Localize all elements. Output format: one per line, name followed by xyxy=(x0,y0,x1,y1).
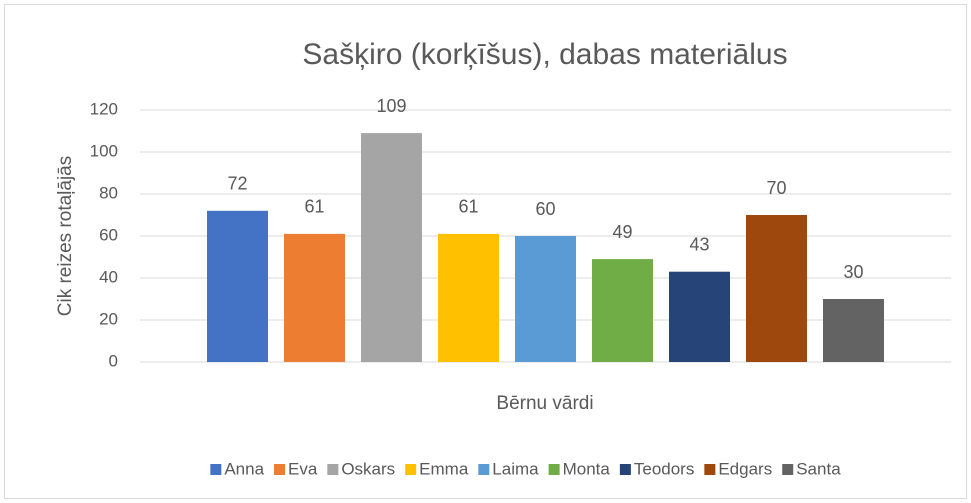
y-tick-label: 120 xyxy=(90,99,118,118)
data-label: 43 xyxy=(689,234,709,254)
legend-swatch xyxy=(782,464,794,475)
legend-label: Anna xyxy=(224,459,264,478)
legend-label: Monta xyxy=(563,459,611,478)
legend-label: Eva xyxy=(288,459,318,478)
y-tick-label: 20 xyxy=(99,309,118,328)
legend-swatch xyxy=(619,464,631,475)
y-tick-label: 0 xyxy=(109,351,118,370)
chart-title: Sašķiro (korķīšus), dabas materiālus xyxy=(302,38,787,71)
data-label: 61 xyxy=(304,197,324,217)
bar xyxy=(746,215,807,362)
legend-label: Oskars xyxy=(341,459,395,478)
y-tick-label: 100 xyxy=(90,141,118,160)
legend-label: Laima xyxy=(492,459,539,478)
data-label: 60 xyxy=(535,199,555,219)
bar xyxy=(592,259,653,362)
legend-label: Emma xyxy=(419,459,469,478)
legend-label: Santa xyxy=(796,459,841,478)
legend-swatch xyxy=(548,464,560,475)
legend-label: Teodors xyxy=(634,459,694,478)
y-tick-label: 80 xyxy=(99,183,118,202)
legend-swatch xyxy=(478,464,490,475)
bar xyxy=(823,299,884,362)
y-tick-label: 60 xyxy=(99,225,118,244)
x-axis-label: Bērnu vārdi xyxy=(496,393,593,414)
y-axis-label: Cik reizes rotaļājās xyxy=(55,156,76,317)
legend-label: Edgars xyxy=(718,459,772,478)
legend-swatch xyxy=(210,464,222,475)
legend-swatch xyxy=(405,464,417,475)
data-label: 72 xyxy=(227,174,247,194)
bar xyxy=(438,233,499,362)
y-tick-label: 40 xyxy=(99,267,118,286)
data-label: 70 xyxy=(766,178,786,198)
bar xyxy=(515,236,576,362)
data-label: 49 xyxy=(612,222,632,242)
bar xyxy=(361,133,422,362)
data-label: 109 xyxy=(376,96,406,116)
data-label: 30 xyxy=(843,262,863,282)
bar xyxy=(207,210,268,362)
legend-swatch xyxy=(327,464,339,475)
legend-swatch xyxy=(274,464,286,475)
bar xyxy=(669,271,730,362)
data-label: 61 xyxy=(458,197,478,217)
legend-swatch xyxy=(704,464,716,475)
bar xyxy=(284,233,345,362)
